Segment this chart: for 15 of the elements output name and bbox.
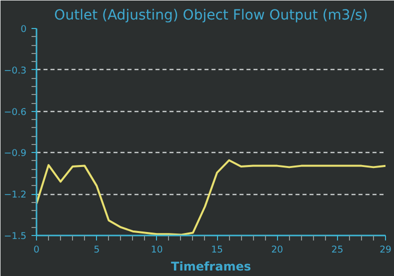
x-axis-title: Timeframes — [171, 260, 251, 274]
x-tick-label: 10 — [150, 244, 163, 256]
x-tick-label: 25 — [331, 244, 344, 256]
x-tick-label: 29 — [380, 244, 392, 256]
x-tick-label: 15 — [211, 244, 224, 256]
x-tick-label: 5 — [94, 244, 100, 256]
x-tick-label: 0 — [34, 244, 40, 256]
x-tick-label: 20 — [271, 244, 284, 256]
y-tick-label: −0.9 — [4, 148, 27, 160]
y-tick-label: −1.5 — [4, 231, 27, 242]
y-tick-label: −0.6 — [4, 106, 27, 118]
y-tick-label: −1.2 — [4, 190, 27, 201]
y-tick-label: −0.3 — [4, 65, 27, 76]
y-tick-label: 0 — [20, 24, 27, 35]
chart-title: Outlet (Adjusting) Object Flow Output (m3/s) — [54, 8, 368, 24]
